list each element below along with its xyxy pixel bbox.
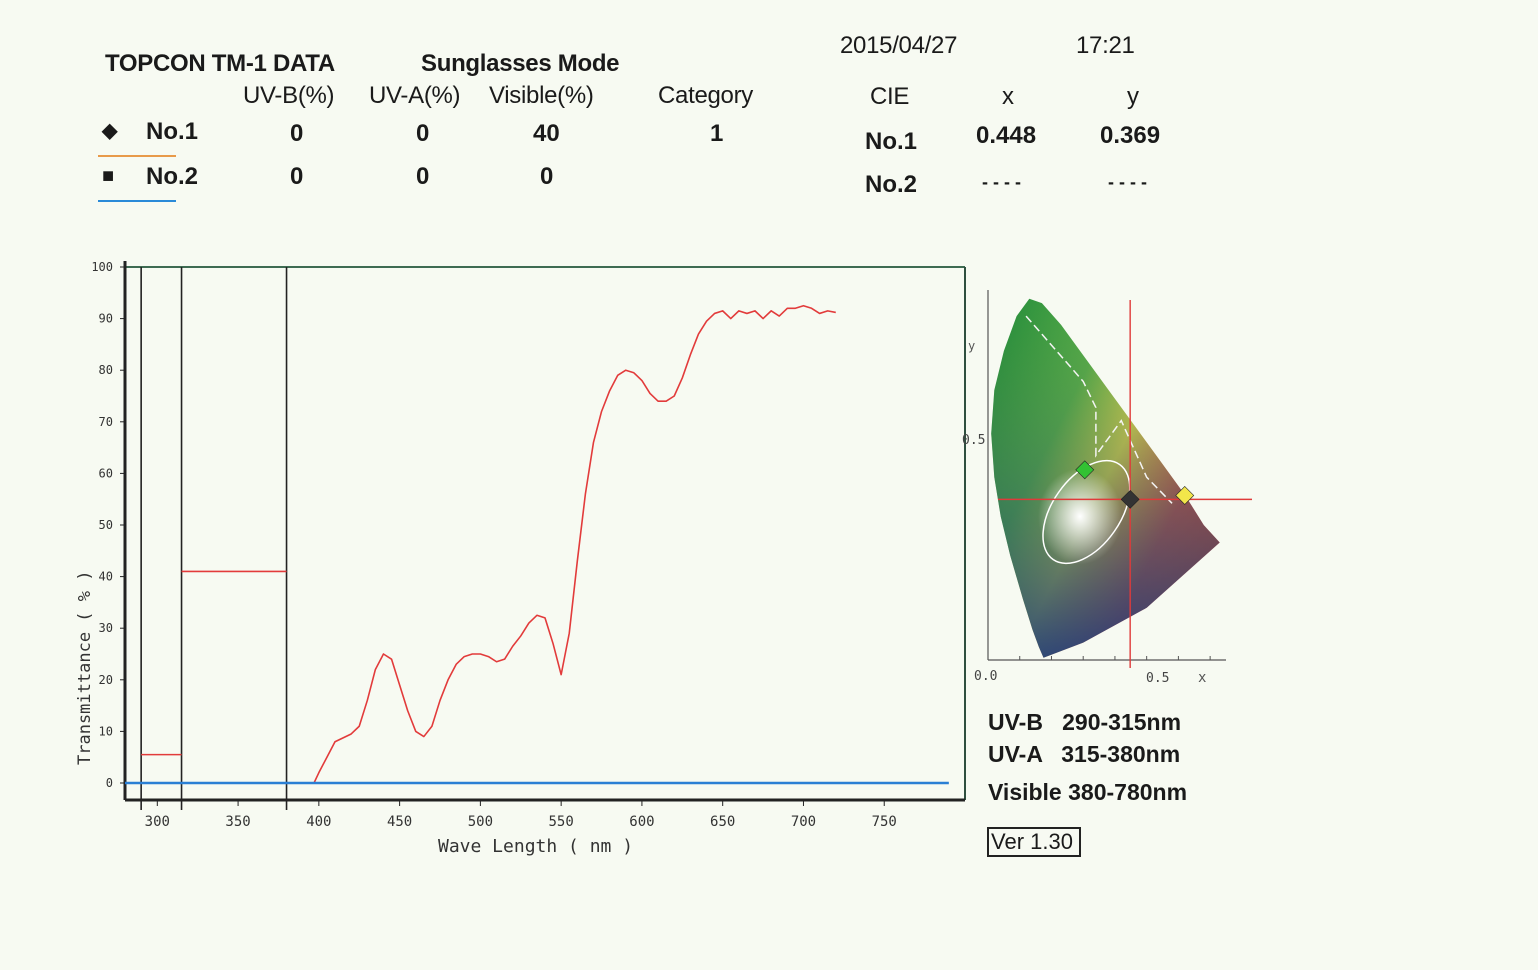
cie-tolerance-ellipse [1042, 459, 1131, 565]
y-tick-label-20: 20 [99, 673, 113, 687]
cie-row1-y: 0.369 [1100, 122, 1161, 149]
y-tick-label-100: 100 [91, 260, 113, 274]
row2-legend-line [98, 200, 176, 202]
x-tick-label-450: 450 [387, 814, 412, 830]
y-tick-label-0: 0 [106, 776, 113, 790]
cie-point-yellow [1175, 486, 1195, 505]
cie-x-mid-tick: 0.5 [1146, 671, 1169, 686]
x-tick-label-300: 300 [145, 814, 170, 830]
x-tick-label-650: 650 [710, 814, 735, 830]
y-tick-label-80: 80 [99, 363, 113, 377]
row1-marker: ◆ [102, 120, 118, 142]
cie-y-axis-label: y [968, 339, 975, 353]
y-tick-label-70: 70 [99, 415, 113, 429]
report-title: TOPCON TM-1 DATA [105, 50, 335, 77]
cie-y-header: y [1127, 83, 1139, 110]
cie-x-header: x [1002, 83, 1014, 110]
cie-origin-tick: 0.0 [974, 669, 997, 684]
x-axis-label: Wave Length ( nm ) [438, 836, 633, 857]
cie-chart: 0.0 0.5 0.5 x y [962, 290, 1252, 686]
x-tick-label-400: 400 [306, 814, 331, 830]
cie-row2-x: - - - - [982, 172, 1021, 192]
y-tick-label-40: 40 [99, 570, 113, 584]
row2-uva: 0 [416, 163, 430, 190]
row2-marker: ■ [102, 165, 115, 187]
row2-uvb: 0 [290, 163, 304, 190]
row1-legend-line [98, 155, 176, 157]
report-date: 2015/04/27 [840, 32, 958, 59]
row1-uvb: 0 [290, 120, 304, 147]
col-category: Category [658, 82, 753, 109]
version-box: Ver 1.30 [987, 827, 1081, 857]
y-axis-label: Transmittance ( % ) [75, 571, 95, 765]
col-visible: Visible(%) [489, 82, 594, 109]
x-tick-label-600: 600 [629, 814, 654, 830]
row2-visible: 0 [540, 163, 554, 190]
cie-header: CIE [870, 83, 910, 110]
row2-label: No.2 [146, 163, 199, 190]
row1-label: No.1 [146, 118, 199, 145]
cie-row1-label: No.1 [865, 128, 918, 155]
x-tick-label-700: 700 [791, 814, 816, 830]
row1-uva: 0 [416, 120, 430, 147]
cie-signal-boundary [1025, 315, 1173, 504]
y-tick-label-50: 50 [99, 518, 113, 532]
cie-white-point-glow [1038, 468, 1123, 565]
uvb-range: UV-B 290-315nm [988, 709, 1182, 735]
visible-range: Visible 380-780nm [988, 779, 1188, 805]
x-tick-label-750: 750 [872, 814, 897, 830]
mode-label: Sunglasses Mode [421, 50, 620, 77]
x-tick-label-550: 550 [549, 814, 574, 830]
cie-row2-y: - - - - [1108, 172, 1147, 192]
row1-category: 1 [710, 120, 724, 147]
cie-row2-label: No.2 [865, 171, 918, 198]
col-uvb: UV-B(%) [243, 82, 335, 109]
cie-row1-x: 0.448 [976, 122, 1037, 149]
y-tick-label-90: 90 [99, 312, 113, 326]
report-time: 17:21 [1076, 32, 1135, 59]
x-tick-label-500: 500 [468, 814, 493, 830]
cie-x-axis-label: x [1198, 670, 1206, 686]
cie-point-no1 [1120, 489, 1140, 509]
col-uva: UV-A(%) [369, 82, 461, 109]
y-tick-label-30: 30 [99, 621, 113, 635]
transmittance-chart: 0 10 20 30 40 50 60 70 80 90 100 300 350 400 450 500 550… [75, 260, 966, 857]
row1-visible: 40 [533, 120, 560, 147]
cie-y-mid-tick: 0.5 [962, 433, 985, 448]
uva-range: UV-A 315-380nm [988, 741, 1181, 767]
x-tick-label-350: 350 [225, 814, 250, 830]
series-no1-segment-2 [313, 304, 836, 784]
y-tick-label-10: 10 [99, 724, 113, 738]
cie-point-green [1075, 460, 1095, 480]
y-tick-label-60: 60 [99, 466, 113, 480]
